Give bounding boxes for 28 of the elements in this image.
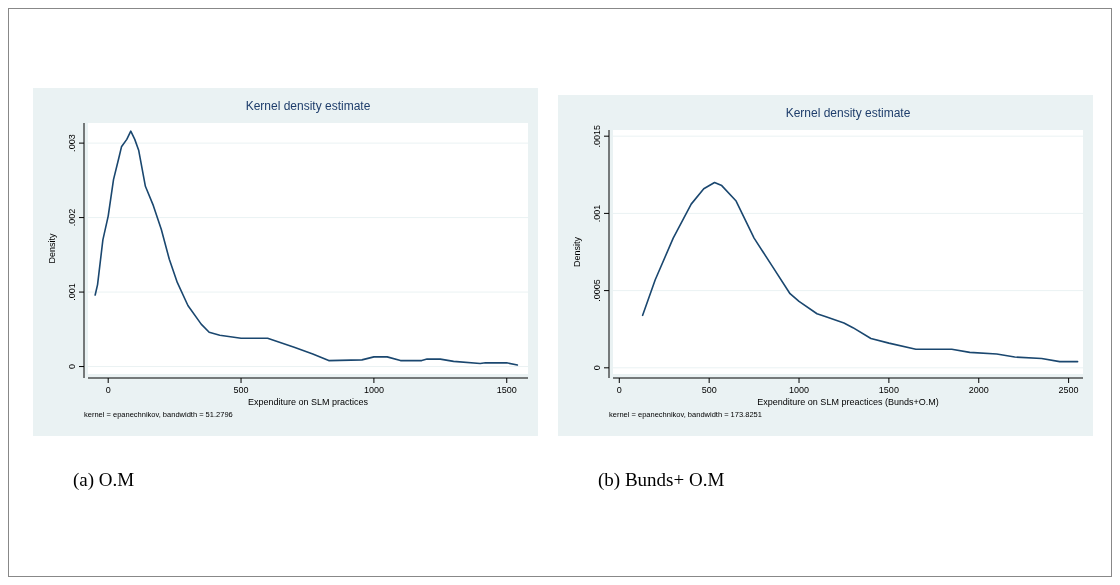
y-tick-label: 0: [592, 365, 602, 371]
y-tick-label: .001: [67, 283, 77, 301]
y-tick-label: .0015: [592, 124, 602, 148]
y-axis-title: Density: [572, 236, 582, 268]
line-series: [641, 181, 1079, 363]
x-tick-label: 1500: [878, 385, 899, 395]
y-tick-label: .003: [67, 134, 77, 152]
x-tick-label: 1500: [496, 385, 517, 395]
x-tick-label: 500: [233, 385, 249, 395]
x-axis-title: Expenditure on SLM preactices (Bunds+O.M): [757, 397, 939, 407]
y-tick-label: .001: [592, 204, 602, 223]
x-tick-label: 500: [701, 385, 717, 395]
x-axis-title: Expenditure on SLM practices: [247, 397, 369, 407]
x-tick-label: 0: [616, 385, 622, 395]
y-tick-label: .0005: [592, 279, 602, 302]
text: (a) O.M: [73, 469, 135, 491]
y-axis-title: Density: [47, 233, 57, 264]
y-tick-label: 0: [67, 364, 77, 370]
x-tick-label: 2500: [1058, 385, 1079, 395]
x-tick-label: 1000: [363, 385, 384, 395]
x-tick-label: 2000: [968, 385, 989, 395]
x-tick-label: 0: [105, 385, 111, 395]
y-tick-label: .002: [67, 208, 77, 227]
line-series: [94, 130, 519, 366]
chart-title: Kernel density estimate: [785, 106, 911, 120]
text: (b) Bunds+ O.M: [598, 469, 725, 491]
x-tick-label: 1000: [789, 385, 810, 395]
chart-title: Kernel density estimate: [245, 99, 371, 113]
